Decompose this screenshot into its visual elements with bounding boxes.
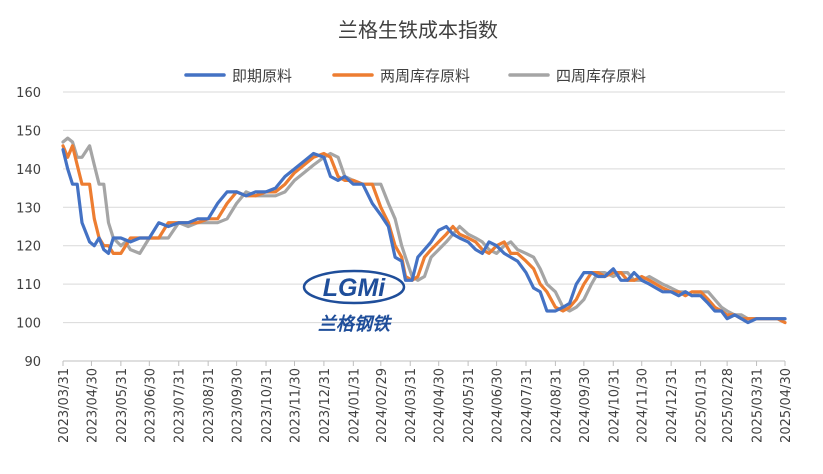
x-tick-label: 2023/09/30 bbox=[231, 368, 246, 443]
x-tick-label: 2024/11/30 bbox=[636, 368, 651, 443]
x-axis-ticks: 2023/03/31 2023/04/30 2023/05/31 2023/06/30… bbox=[57, 361, 794, 443]
gridlines bbox=[63, 91, 785, 362]
series-line-即期原料 bbox=[61, 148, 787, 325]
y-tick-label: 150 bbox=[16, 124, 41, 139]
x-tick-label: 2023/08/31 bbox=[202, 368, 217, 443]
chart-title: 兰格生铁成本指数 bbox=[338, 18, 498, 42]
brand-watermark: LGMi 兰格钢铁 bbox=[302, 269, 406, 335]
logo-ellipse bbox=[302, 269, 406, 305]
logo-mark: LGMi bbox=[323, 274, 387, 302]
x-tick-label: 2023/06/30 bbox=[143, 368, 158, 443]
x-tick-label: 2024/02/29 bbox=[375, 368, 390, 443]
x-tick-label: 2025/02/28 bbox=[721, 368, 736, 443]
logo-caption: 兰格钢铁 bbox=[318, 314, 393, 335]
x-tick-label: 2024/06/30 bbox=[491, 368, 506, 443]
y-tick-label: 160 bbox=[16, 86, 41, 101]
y-tick-label: 110 bbox=[16, 278, 41, 293]
x-tick-label: 2024/08/31 bbox=[549, 368, 564, 443]
x-tick-label: 2023/03/31 bbox=[57, 368, 72, 443]
y-tick-label: 100 bbox=[16, 317, 41, 332]
x-tick-label: 2024/09/30 bbox=[578, 368, 593, 443]
legend-label-2: 四周库存原料 bbox=[556, 67, 646, 85]
x-tick-label: 2023/12/31 bbox=[318, 368, 333, 443]
x-tick-label: 2024/05/31 bbox=[462, 368, 477, 443]
x-tick-label: 2025/03/31 bbox=[751, 368, 766, 443]
y-tick-label: 140 bbox=[16, 163, 41, 178]
x-tick-label: 2024/04/30 bbox=[433, 368, 448, 443]
y-tick-label: 90 bbox=[24, 355, 41, 370]
x-tick-label: 2023/04/30 bbox=[85, 368, 100, 443]
x-tick-label: 2024/01/31 bbox=[347, 368, 362, 443]
x-tick-label: 2024/10/31 bbox=[607, 368, 622, 443]
x-tick-label: 2023/11/30 bbox=[288, 368, 303, 443]
series-lines bbox=[61, 136, 787, 325]
x-tick-label: 2024/12/31 bbox=[665, 368, 680, 443]
x-tick-label: 2025/01/31 bbox=[695, 368, 710, 443]
y-axis-ticks: 90 100 110 120 130 140 150 160 bbox=[16, 86, 41, 370]
legend: 即期原料 两周库存原料 四周库存原料 bbox=[184, 67, 646, 85]
x-tick-label: 2025/04/30 bbox=[779, 368, 794, 443]
x-tick-label: 2024/07/31 bbox=[520, 368, 535, 443]
x-tick-label: 2024/03/31 bbox=[404, 368, 419, 443]
x-tick-label: 2023/05/31 bbox=[115, 368, 130, 443]
legend-label-1: 两周库存原料 bbox=[380, 67, 470, 85]
x-tick-label: 2023/07/31 bbox=[173, 368, 188, 443]
x-tick-label: 2023/10/31 bbox=[260, 368, 275, 443]
legend-label-0: 即期原料 bbox=[232, 67, 292, 85]
y-tick-label: 120 bbox=[16, 240, 41, 255]
y-tick-label: 130 bbox=[16, 201, 41, 216]
